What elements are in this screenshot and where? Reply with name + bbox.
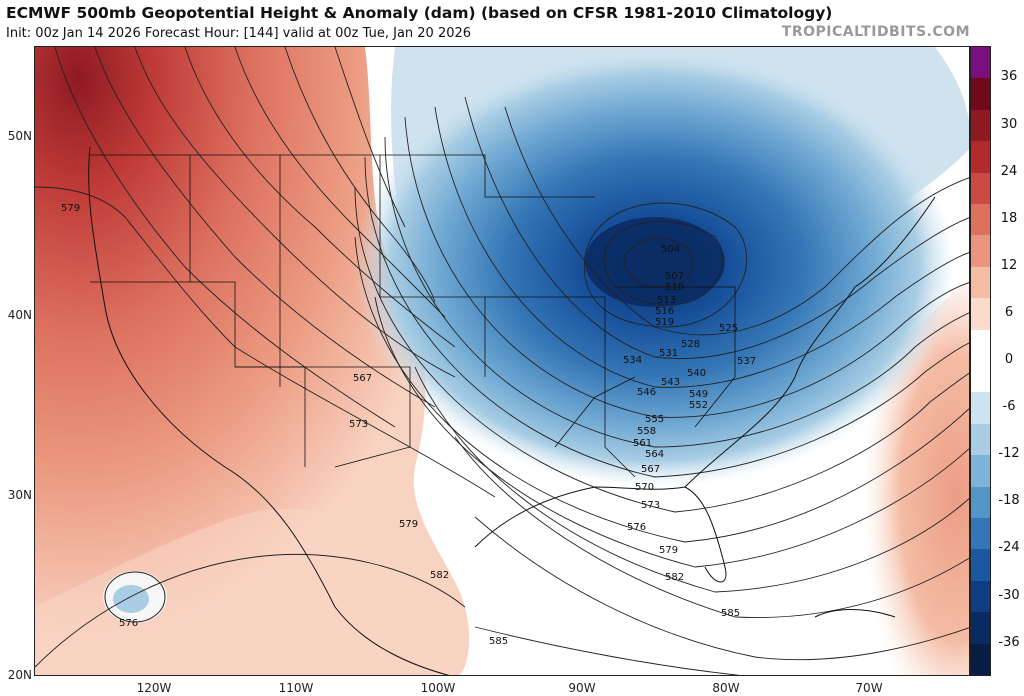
atlantic-anomaly-shading (817, 278, 969, 675)
lat-label: 20N (7, 668, 32, 682)
contour-label: 576 (119, 618, 138, 629)
colorbar-segment (971, 266, 990, 299)
lon-label: 100W (420, 681, 456, 695)
lon-label: 80W (712, 681, 740, 695)
contour-label: 564 (645, 449, 664, 460)
colorbar-segment (971, 455, 990, 488)
colorbar-label: -36 (998, 634, 1020, 650)
trough-center (585, 217, 725, 307)
map-canvas: 579 573 567 579 582 576 585 504 507 510 … (35, 47, 969, 675)
ridge-light-fringe (35, 508, 459, 675)
colorbar-label: -12 (998, 446, 1020, 462)
contour-label: 513 (657, 295, 676, 306)
contour-label: 507 (665, 271, 684, 282)
contour-label: 579 (61, 203, 80, 214)
contour-label: 567 (353, 373, 372, 384)
lat-label: 40N (7, 308, 32, 322)
contour-label: 552 (689, 400, 708, 411)
colorbar-segment (971, 329, 990, 362)
lat-label: 50N (7, 129, 32, 143)
contour-label: 558 (637, 426, 656, 437)
colorbar-segment (971, 298, 990, 331)
colorbar-segment (971, 361, 990, 393)
ridge-anomaly-shading (35, 47, 470, 675)
contour-label: 576 (627, 522, 646, 533)
contour-label: 579 (399, 519, 418, 530)
colorbar-segment (971, 392, 990, 425)
height-contours (35, 47, 969, 675)
colorbar-label: -30 (998, 587, 1020, 603)
contour-label: 555 (645, 414, 664, 425)
colorbar-segment (971, 612, 990, 645)
colorbar-segment (971, 580, 990, 613)
contour-label: 582 (665, 572, 684, 583)
colorbar-segment (971, 549, 990, 582)
lon-label: 70W (855, 681, 883, 695)
colorbar-label: 24 (1000, 163, 1018, 179)
contour-label: 504 (661, 244, 680, 255)
colorbar-label: -18 (998, 493, 1020, 509)
colorbar-label: 12 (1000, 257, 1018, 273)
contour-label: 519 (655, 317, 674, 328)
contour-label: 540 (687, 368, 706, 379)
colorbar-segment (971, 109, 990, 142)
lon-label: 110W (278, 681, 314, 695)
contour-label: 537 (737, 356, 756, 367)
lon-label: 120W (136, 681, 172, 695)
contour-label: 585 (489, 636, 508, 647)
colorbar-segment (971, 235, 990, 268)
colorbar-segment (971, 78, 990, 111)
pacific-low-contour (104, 571, 166, 623)
colorbar-segment (971, 486, 990, 519)
map-panel: 579 573 567 579 582 576 585 504 507 510 … (34, 46, 970, 676)
coastlines (88, 146, 936, 675)
colorbar-segment (971, 172, 990, 205)
contour-label: 567 (641, 464, 660, 475)
contour-label: 531 (659, 348, 678, 359)
map-subtitle: Init: 00z Jan 14 2026 Forecast Hour: [14… (6, 26, 472, 41)
colorbar-segment (971, 518, 990, 550)
contour-label: 528 (681, 339, 700, 350)
lat-label: 30N (7, 488, 32, 502)
contour-label: 543 (661, 377, 680, 388)
contour-label: 582 (430, 570, 449, 581)
colorbar-segment (971, 643, 990, 675)
colorbar-label: -24 (998, 540, 1020, 556)
contour-label: 525 (719, 323, 738, 334)
colorbar-segment (971, 204, 990, 236)
anomaly-colorbar (970, 46, 991, 676)
contour-label: 546 (637, 387, 656, 398)
political-boundaries (90, 154, 736, 478)
contour-label: 585 (721, 608, 740, 619)
colorbar-label: 18 (1000, 210, 1018, 226)
map-title: ECMWF 500mb Geopotential Height & Anomal… (6, 4, 833, 22)
colorbar-label: -6 (1002, 399, 1016, 415)
colorbar-segment (971, 423, 990, 456)
contour-label: 573 (349, 419, 368, 430)
colorbar-label: 36 (1000, 69, 1018, 85)
colorbar-segment (971, 141, 990, 174)
contour-label: 570 (635, 482, 654, 493)
lon-label: 90W (568, 681, 596, 695)
contour-label: 510 (665, 282, 684, 293)
contour-label: 573 (641, 500, 660, 511)
contour-label: 516 (655, 306, 674, 317)
colorbar-label: 0 (1004, 352, 1014, 367)
contour-label: 549 (689, 389, 708, 400)
colorbar-segment (971, 47, 990, 79)
contour-label: 534 (623, 355, 642, 366)
colorbar-label: 6 (1004, 304, 1014, 320)
credit-text: TROPICALTIDBITS.COM (781, 24, 970, 40)
contour-labels: 579 573 567 579 582 576 585 504 507 510 … (61, 203, 756, 647)
colorbar-label: 30 (1000, 116, 1018, 132)
contour-label: 561 (633, 438, 652, 449)
contour-label: 579 (659, 545, 678, 556)
pacific-low-anomaly (113, 585, 149, 613)
